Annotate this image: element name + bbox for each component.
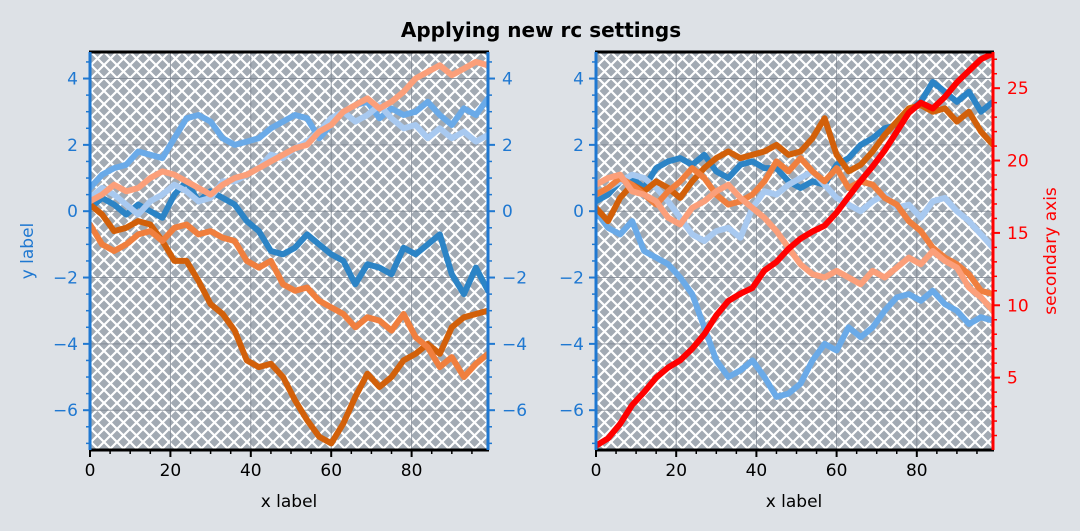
- x-tick-label: 40: [240, 461, 262, 481]
- secondary-axis-label: secondary axis: [1041, 187, 1061, 315]
- series-line-5: [596, 155, 993, 298]
- figure-title: Applying new rc settings: [401, 18, 681, 42]
- left-x-axis-label: x label: [261, 492, 318, 512]
- y-tick-label: −2: [559, 269, 584, 289]
- y-tick-label-right: 4: [502, 70, 513, 90]
- x-tick-label: 40: [746, 461, 768, 481]
- y2-tick-label: 5: [1007, 369, 1018, 389]
- y-tick-label: −6: [559, 401, 584, 421]
- y-tick-label-right: −2: [502, 269, 527, 289]
- y-tick-label: 2: [67, 136, 78, 156]
- y-tick-label: 0: [67, 202, 78, 222]
- x-tick-label: 80: [401, 461, 423, 481]
- series-line-6: [596, 171, 993, 314]
- left-axes: 0 20 40 60 80 −6 −6 −4 −4 −2 −2 0 0 2 2 4 4 x label y la…: [18, 50, 527, 512]
- x-tick-label: 20: [160, 461, 182, 481]
- right-grid: [595, 52, 993, 450]
- x-tick-label: 20: [665, 461, 687, 481]
- right-axes: 0 20 40 60 80 −6 −4 −2 0 2 4 5 10 15 20 25 x label seco…: [559, 50, 1061, 512]
- series-line-2: [90, 95, 488, 191]
- series-line-1: [90, 178, 488, 298]
- y-tick-label: −4: [559, 335, 584, 355]
- x-tick-label: 80: [906, 461, 928, 481]
- series-line-5: [90, 221, 488, 380]
- y-tick-label: −4: [53, 335, 78, 355]
- y-tick-label: −2: [53, 269, 78, 289]
- right-x-axis-label: x label: [766, 492, 823, 512]
- right-series: [596, 52, 993, 449]
- y-tick-label-right: 2: [502, 136, 513, 156]
- y-tick-label: −6: [53, 401, 78, 421]
- y-tick-label-right: −6: [502, 401, 527, 421]
- x-tick-label: 0: [85, 461, 96, 481]
- y-tick-label: 0: [573, 202, 584, 222]
- series-line-6: [90, 58, 488, 205]
- y-tick-label: 4: [67, 70, 78, 90]
- left-series: [90, 58, 488, 447]
- y2-tick-label: 15: [1007, 224, 1029, 244]
- series-line-2: [596, 208, 993, 400]
- y2-tick-label: 25: [1007, 79, 1029, 99]
- x-tick-label: 60: [826, 461, 848, 481]
- left-y-axis-label: y label: [18, 223, 38, 280]
- y-tick-label: 2: [573, 136, 584, 156]
- left-ticks: 0 20 40 60 80 −6 −6 −4 −4 −2 −2 0 0 2 2 4 4: [53, 61, 527, 481]
- secondary-series-line: [596, 52, 993, 449]
- y-tick-label: 4: [573, 70, 584, 90]
- x-tick-label: 0: [591, 461, 602, 481]
- y2-tick-label: 10: [1007, 296, 1029, 316]
- y-tick-label-right: 0: [502, 202, 513, 222]
- y2-tick-label: 20: [1007, 152, 1029, 172]
- x-tick-label: 60: [320, 461, 342, 481]
- y-tick-label-right: −4: [502, 335, 527, 355]
